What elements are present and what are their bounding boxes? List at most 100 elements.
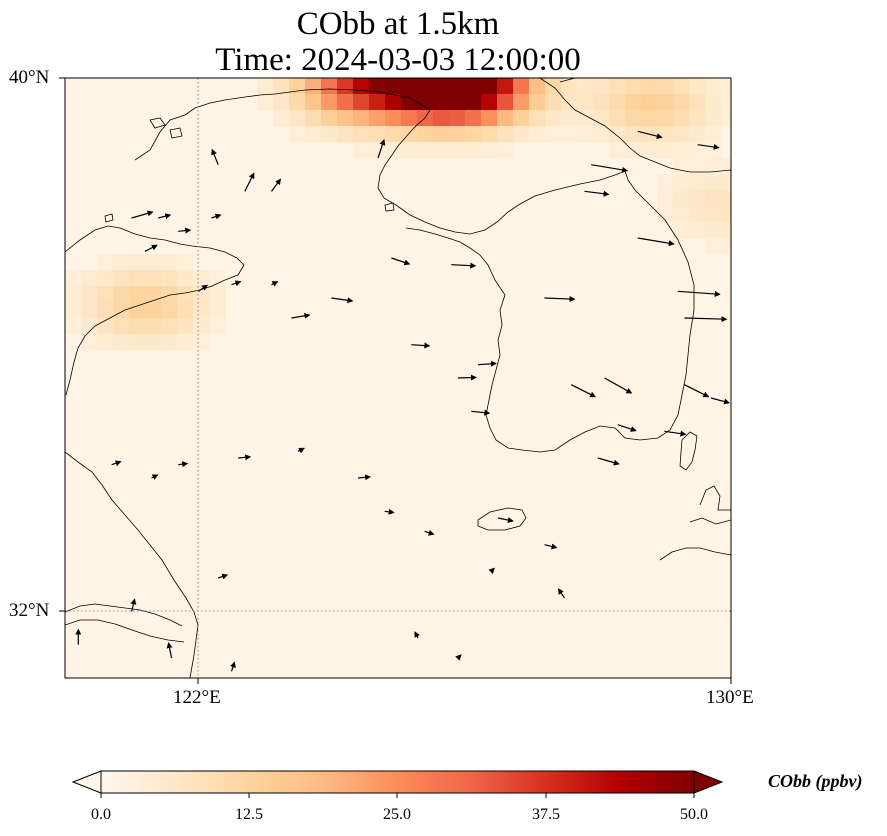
heatmap-cell — [193, 286, 210, 303]
wind-arrow — [178, 227, 192, 234]
heatmap-cell — [97, 318, 114, 335]
heatmap-cell — [497, 78, 514, 95]
heatmap-cell — [689, 174, 706, 191]
heatmap-cell — [449, 110, 466, 127]
heatmap-cell — [81, 334, 98, 351]
heatmap-cell — [305, 110, 322, 127]
heatmap-cell — [657, 78, 674, 95]
heatmap-cell — [545, 78, 562, 95]
heatmap-cell — [321, 126, 338, 143]
heatmap-cell — [369, 126, 386, 143]
heatmap-cell — [353, 126, 370, 143]
heatmap-cell — [609, 142, 626, 159]
heatmap-cell — [113, 270, 130, 287]
heatmap-cell — [401, 94, 418, 111]
heatmap-cell — [577, 94, 594, 111]
heatmap-cell — [497, 126, 514, 143]
coastline-kyushu — [659, 485, 731, 561]
heatmap-cell — [609, 110, 626, 127]
wind-arrow — [211, 213, 222, 220]
heatmap-cell — [353, 110, 370, 127]
heatmap-cell — [689, 94, 706, 111]
heatmap-cell — [289, 94, 306, 111]
wind-arrow — [684, 384, 710, 398]
wind-arrow — [231, 280, 242, 287]
heatmap-cell — [433, 94, 450, 111]
wind-arrow — [331, 297, 354, 304]
heatmap-cell — [721, 238, 731, 255]
heatmap-cell — [385, 142, 402, 159]
coastline-jeju — [477, 507, 527, 531]
heatmap-cell — [337, 126, 354, 143]
wind-arrow — [211, 148, 219, 165]
heatmap-cell — [113, 302, 130, 319]
heatmap-cell — [705, 222, 722, 239]
heatmap-cell — [689, 126, 706, 143]
heatmap-cell — [177, 334, 194, 351]
heatmap-cell — [193, 334, 210, 351]
heatmap-cell — [417, 78, 434, 95]
heatmap-cell — [433, 110, 450, 127]
heatmap-cell — [593, 94, 610, 111]
heatmap-cell — [449, 126, 466, 143]
heatmap-cell — [673, 174, 690, 191]
heatmap-cell — [145, 254, 162, 271]
coastline-japan-korea-east — [539, 78, 731, 173]
heatmap-cell — [561, 110, 578, 127]
heatmap-cell — [209, 318, 226, 335]
heatmap-cell — [273, 110, 290, 127]
heatmap-cell — [177, 254, 194, 271]
wind-arrow — [238, 454, 252, 461]
wind-arrow — [271, 682, 277, 685]
wind-arrow — [584, 190, 610, 197]
wind-arrow — [677, 290, 721, 297]
heatmap-cell — [337, 94, 354, 111]
wind-arrow — [488, 567, 495, 574]
heatmap-cell — [657, 190, 674, 207]
heatmap-cell — [369, 78, 386, 95]
heatmap-cell — [81, 270, 98, 287]
heatmap-cell — [609, 94, 626, 111]
heatmap-cell — [561, 94, 578, 111]
heatmap-cell — [673, 110, 690, 127]
heatmap-cell — [145, 334, 162, 351]
heatmap-cell — [481, 126, 498, 143]
wind-arrow — [357, 474, 372, 481]
wind-arrow — [591, 164, 629, 173]
wind-arrow — [684, 316, 728, 323]
heatmap-cell — [145, 286, 162, 303]
wind-arrow — [697, 143, 720, 150]
wind-arrow — [544, 296, 576, 302]
wind-arrow — [570, 384, 597, 398]
heatmap-cell — [81, 318, 98, 335]
heatmap-cell — [305, 126, 322, 143]
heatmap-cell — [721, 94, 731, 111]
coastline-yangtze — [65, 603, 185, 643]
colorbar-tick-1: 12.5 — [235, 806, 263, 823]
heatmap-cell — [705, 190, 722, 207]
coastline-china-east — [65, 451, 199, 678]
heatmap-cell — [161, 302, 178, 319]
heatmap-cell — [113, 334, 130, 351]
heatmap-cell — [113, 286, 130, 303]
heatmap-cell — [481, 94, 498, 111]
heatmap-cell — [625, 126, 642, 143]
lon-tick-label-122e: 122°E — [173, 687, 221, 708]
heatmap-cell — [657, 174, 674, 191]
heatmap-cell — [497, 94, 514, 111]
wind-arrow — [384, 508, 395, 515]
heatmap-cell — [321, 94, 338, 111]
wind-arrow — [637, 130, 663, 140]
figure-subtitle: Time: 2024-03-03 12:00:00 — [215, 42, 581, 78]
wind-arrow — [557, 588, 565, 599]
wind-arrow — [637, 237, 675, 247]
heatmap-cell — [417, 142, 434, 159]
colorbar-tick-0: 0.0 — [91, 806, 111, 823]
heatmap-cell — [625, 110, 642, 127]
wind-arrow — [151, 474, 159, 480]
heatmap-cell — [385, 94, 402, 111]
gridlines — [65, 78, 731, 678]
heatmap-cell — [705, 158, 722, 175]
heatmap-cell — [65, 302, 82, 319]
heatmap-cell — [113, 318, 130, 335]
